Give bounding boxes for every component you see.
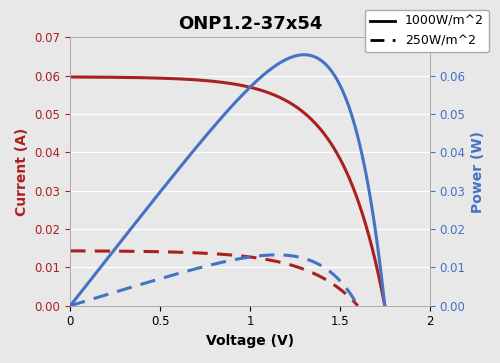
Title: ONP1.2-37x54: ONP1.2-37x54 bbox=[178, 15, 322, 33]
Y-axis label: Current (A): Current (A) bbox=[15, 127, 29, 216]
X-axis label: Voltage (V): Voltage (V) bbox=[206, 334, 294, 348]
Legend: 1000W/m^2, 250W/m^2: 1000W/m^2, 250W/m^2 bbox=[365, 10, 489, 52]
Y-axis label: Power (W): Power (W) bbox=[471, 131, 485, 212]
